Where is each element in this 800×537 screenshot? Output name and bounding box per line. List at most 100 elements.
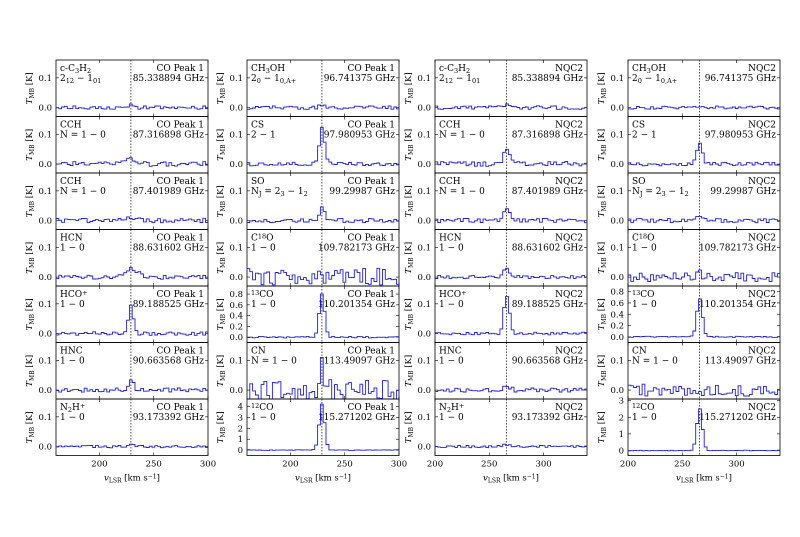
y-tick-label: 0.0 bbox=[38, 386, 52, 396]
frequency-label: 96.741375 GHz bbox=[705, 74, 777, 84]
y-tick-label: 2 bbox=[619, 413, 624, 423]
x-tick-label: 300 bbox=[391, 460, 407, 470]
frequency-label: 90.663568 GHz bbox=[133, 357, 205, 367]
spectrum-line bbox=[56, 443, 208, 449]
source-label: NQC2 bbox=[555, 177, 583, 187]
y-tick-label: 0.2 bbox=[610, 322, 624, 332]
y-tick-label: 0.0 bbox=[610, 104, 624, 114]
y-axis-label: TMB [K] bbox=[216, 355, 227, 387]
spectrum-line bbox=[247, 206, 399, 224]
y-tick-label: 3 bbox=[619, 397, 624, 407]
source-label: CO Peak 1 bbox=[156, 121, 204, 131]
y-tick-label: 0.1 bbox=[38, 243, 52, 253]
transition-label: 1 − 0 bbox=[632, 300, 657, 310]
y-tick-label: 0.0 bbox=[229, 386, 243, 396]
frequency-label: 85.338894 GHz bbox=[133, 74, 205, 84]
spectrum-line bbox=[628, 298, 780, 338]
y-tick-label: 0.0 bbox=[229, 217, 243, 227]
source-label: NQC2 bbox=[748, 64, 776, 74]
species-label: CH3OH bbox=[251, 64, 285, 75]
frequency-label: 99.29987 GHz bbox=[329, 187, 395, 197]
y-tick-label: 0.1 bbox=[417, 74, 431, 84]
y-axis-label: TMB [K] bbox=[404, 185, 415, 217]
source-label: CO Peak 1 bbox=[156, 290, 204, 300]
y-tick-label: 0.0 bbox=[417, 160, 431, 170]
frequency-label: 97.980953 GHz bbox=[324, 131, 396, 141]
transition-label: 1 − 0 bbox=[439, 413, 464, 423]
spectrum-line bbox=[56, 379, 208, 393]
frequency-label: 87.316898 GHz bbox=[512, 131, 584, 141]
frequency-label: 96.741375 GHz bbox=[324, 74, 396, 84]
source-label: CO Peak 1 bbox=[156, 347, 204, 357]
species-label: CCH bbox=[60, 121, 82, 131]
y-tick-label: 0.1 bbox=[417, 243, 431, 253]
transition-label: 1 − 0 bbox=[251, 244, 276, 254]
transition-label: 20 − 10,A+ bbox=[251, 74, 296, 85]
frequency-label: 88.631602 GHz bbox=[133, 244, 205, 254]
y-axis-label: TMB [K] bbox=[404, 72, 415, 104]
spectrum-line bbox=[56, 157, 208, 167]
frequency-label: 87.401989 GHz bbox=[512, 187, 584, 197]
species-label: CCH bbox=[439, 177, 461, 187]
frequency-label: 93.173392 GHz bbox=[512, 413, 584, 423]
source-label: CO Peak 1 bbox=[347, 347, 395, 357]
transition-label: N = 1 − 0 bbox=[251, 357, 297, 367]
x-axis-label: vLSR [km s−1] bbox=[483, 473, 539, 484]
y-tick-label: 0.0 bbox=[38, 273, 52, 283]
panel-frame bbox=[246, 398, 400, 456]
species-label: HCN bbox=[439, 234, 462, 244]
y-axis-label: TMB [K] bbox=[25, 185, 36, 217]
x-tick-label: 200 bbox=[427, 460, 443, 470]
frequency-label: 93.173392 GHz bbox=[133, 413, 205, 423]
y-axis-label: TMB [K] bbox=[216, 185, 227, 217]
y-tick-label: 0.1 bbox=[229, 187, 243, 197]
y-tick-label: 0.1 bbox=[229, 74, 243, 84]
species-label: 12CO bbox=[251, 402, 274, 413]
x-tick-label: 200 bbox=[91, 460, 107, 470]
x-tick-label: 250 bbox=[674, 460, 690, 470]
frequency-label: 90.663568 GHz bbox=[512, 357, 584, 367]
y-tick-label: 0.8 bbox=[229, 290, 243, 300]
y-tick-label: 1 bbox=[619, 430, 624, 440]
y-axis-label: TMB [K] bbox=[216, 129, 227, 161]
source-label: CO Peak 1 bbox=[347, 64, 395, 74]
spectrum-line bbox=[435, 208, 587, 224]
transition-label: 1 − 0 bbox=[60, 300, 85, 310]
x-axis-label: vLSR [km s−1] bbox=[295, 473, 351, 484]
spectrum-line bbox=[435, 385, 587, 393]
y-tick-label: 0.0 bbox=[610, 386, 624, 396]
y-axis-label: TMB [K] bbox=[597, 355, 608, 387]
frequency-label: 110.201354 GHz bbox=[699, 300, 776, 310]
y-tick-label: 0.1 bbox=[417, 413, 431, 423]
y-tick-label: 0.1 bbox=[417, 130, 431, 140]
y-tick-label: 0.0 bbox=[417, 217, 431, 227]
x-axis-label: vLSR [km s−1] bbox=[104, 473, 160, 484]
spectrum-line bbox=[435, 148, 587, 167]
species-label: HCO+ bbox=[439, 289, 467, 300]
species-label: SO bbox=[632, 177, 646, 187]
species-label: 12CO bbox=[632, 402, 655, 413]
y-tick-label: 4 bbox=[238, 403, 243, 413]
spectrum-line bbox=[247, 267, 399, 286]
species-label: CS bbox=[632, 121, 645, 131]
species-label: SO bbox=[251, 177, 265, 187]
species-label: HCN bbox=[60, 234, 83, 244]
frequency-label: 87.316898 GHz bbox=[133, 131, 205, 141]
panel-frame bbox=[627, 398, 781, 456]
transition-label: 1 − 0 bbox=[632, 244, 657, 254]
frequency-label: 113.49097 GHz bbox=[324, 357, 396, 367]
source-label: CO Peak 1 bbox=[347, 234, 395, 244]
y-tick-label: 1 bbox=[238, 435, 243, 445]
transition-label: NJ = 23 − 12 bbox=[251, 187, 308, 198]
